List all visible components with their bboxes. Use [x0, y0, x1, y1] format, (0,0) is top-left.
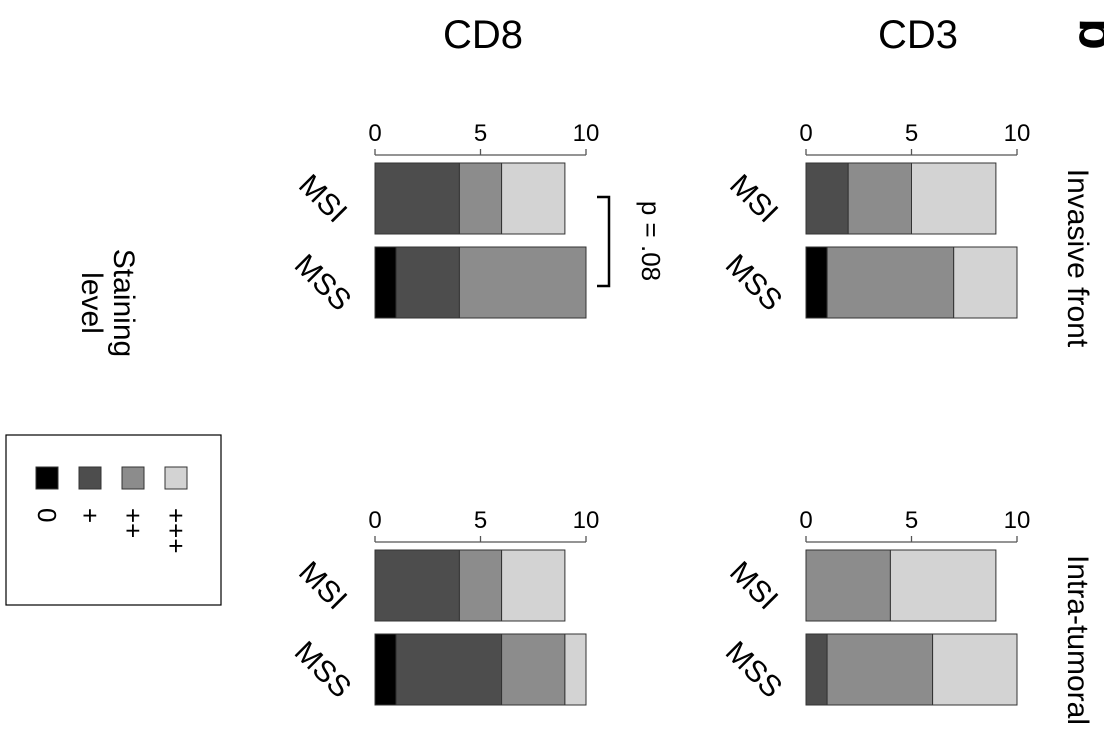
panel-cd3-invasive-front: 0 5 10 MSI MSS [719, 120, 1031, 319]
bar-segment-msi-level-1 [805, 162, 849, 235]
row-title-invasive-front: Invasive front [1061, 169, 1094, 348]
bar-segment-msi-level-1 [374, 549, 460, 622]
bar-segment-mss-level-3 [932, 633, 1018, 706]
legend-title-line-1: Staining [107, 249, 140, 357]
bar-segment-mss-level-2 [458, 246, 587, 319]
legend-swatch-1 [78, 466, 102, 490]
bracket-line [597, 195, 611, 288]
x-tick-label: 10 [573, 507, 600, 534]
bar-segment-msi-level-2 [847, 162, 913, 235]
category-label-msi: MSI [723, 168, 784, 229]
p-value-bracket: p = .08 [597, 195, 666, 288]
bar-segment-mss-level-2 [826, 633, 934, 706]
bar-segment-mss-level-2 [826, 246, 955, 319]
x-tick-label: 5 [474, 507, 487, 534]
panel-cd8-intra-tumoral: 0 5 10 MSI MSS [288, 507, 600, 706]
bar-segment-mss-level-0 [805, 246, 828, 319]
row-title-intra-tumoral: Intra-tumoral [1061, 555, 1094, 725]
legend-title: Staining level [75, 249, 140, 357]
category-label-mss: MSS [719, 635, 788, 704]
bar-segment-msi-level-3 [501, 549, 566, 622]
bar-segment-msi-level-2 [458, 549, 503, 622]
p-value-label: p = .08 [636, 201, 666, 281]
x-tick-label: 10 [573, 120, 600, 147]
bar-segment-mss-level-1 [805, 633, 828, 706]
legend-swatch-0 [35, 466, 59, 490]
category-label-mss: MSS [288, 248, 357, 317]
category-label-mss: MSS [719, 248, 788, 317]
category-label-msi: MSI [723, 555, 784, 616]
bar-segment-mss-level-1 [395, 633, 503, 706]
x-tick-label: 0 [368, 507, 381, 534]
bar-segment-msi-level-2 [805, 549, 891, 622]
category-label-msi: MSI [292, 168, 353, 229]
bar-segment-msi-level-2 [458, 162, 503, 235]
x-tick-label: 0 [799, 120, 812, 147]
bar-segment-msi-level-3 [889, 549, 997, 622]
panel-cd8-invasive-front: 0 5 10 MSI MSS [288, 120, 600, 319]
x-tick-label: 0 [799, 507, 812, 534]
category-label-mss: MSS [288, 635, 357, 704]
x-tick-label: 5 [905, 120, 918, 147]
bar-segment-mss-level-3 [953, 246, 1018, 319]
x-tick-label: 5 [474, 120, 487, 147]
legend-label-1: + [75, 508, 105, 523]
legend-label-0: 0 [32, 508, 62, 522]
column-title-cd3: CD3 [878, 13, 958, 57]
x-tick-label: 10 [1004, 507, 1031, 534]
legend-title-line-2: level [75, 272, 108, 334]
column-title-cd8: CD8 [443, 13, 523, 57]
bar-segment-mss-level-0 [374, 633, 397, 706]
legend-border [5, 434, 222, 606]
x-tick-label: 5 [905, 507, 918, 534]
bar-segment-msi-level-1 [374, 162, 460, 235]
x-tick-label: 10 [1004, 120, 1031, 147]
bar-segment-mss-level-1 [395, 246, 460, 319]
category-label-msi: MSI [292, 555, 353, 616]
panel-cd3-intra-tumoral: 0 5 10 MSI MSS [719, 507, 1031, 706]
legend-swatch-3 [164, 466, 188, 490]
bar-segment-msi-level-3 [911, 162, 997, 235]
legend-label-3: +++ [161, 508, 191, 554]
bar-segment-mss-level-3 [564, 633, 587, 706]
bar-segment-mss-level-0 [374, 246, 397, 319]
bar-segment-mss-level-2 [501, 633, 566, 706]
panel-letter: b [1068, 18, 1104, 50]
x-tick-label: 0 [368, 120, 381, 147]
bar-segment-msi-level-3 [501, 162, 566, 235]
legend-swatch-2 [121, 466, 145, 490]
legend: 0 + ++ +++ [5, 434, 222, 606]
legend-label-2: ++ [118, 508, 148, 538]
